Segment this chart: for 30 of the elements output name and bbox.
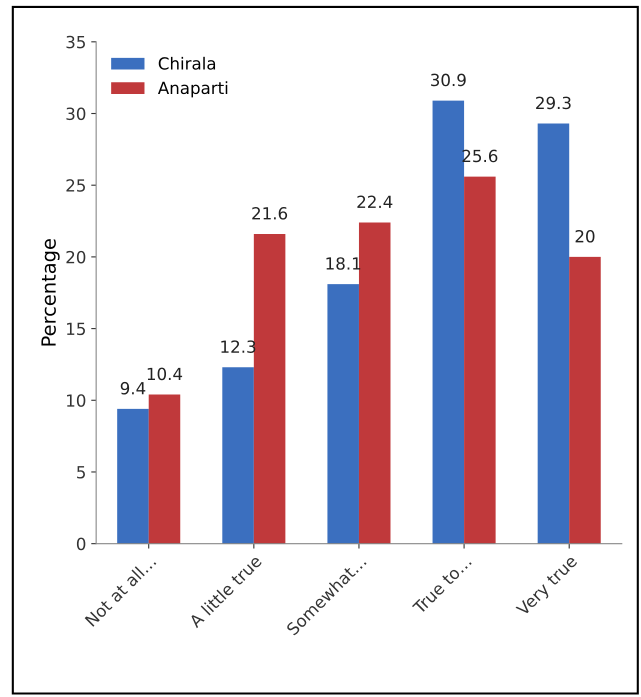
bar xyxy=(327,284,359,544)
data-label: 29.3 xyxy=(536,96,571,110)
y-axis-title: Percentage xyxy=(41,239,60,346)
x-tick-label: True to… xyxy=(412,555,472,615)
data-label: 21.6 xyxy=(252,207,288,220)
y-tick-label: 15 xyxy=(67,322,85,336)
bar xyxy=(464,176,496,544)
y-tick-label: 20 xyxy=(66,250,86,264)
y-tick-label: 10 xyxy=(67,394,86,407)
bar xyxy=(569,256,601,544)
bar xyxy=(538,124,570,544)
y-tick-label: 35 xyxy=(66,36,85,48)
bar xyxy=(432,100,464,544)
data-label: 9.4 xyxy=(120,382,146,395)
y-tick-label: 5 xyxy=(77,466,85,479)
y-tick-label: 30 xyxy=(66,107,86,120)
bar xyxy=(148,394,180,544)
bar xyxy=(222,367,254,544)
bar xyxy=(358,222,390,544)
bar xyxy=(117,408,149,544)
bar xyxy=(254,234,286,544)
data-label: 30.9 xyxy=(431,74,466,86)
legend-label: Anaparti xyxy=(158,81,228,98)
x-tick-label: Not at all… xyxy=(84,554,156,627)
data-label: 20 xyxy=(576,230,594,243)
data-label: 22.4 xyxy=(357,196,392,208)
data-label: 10.4 xyxy=(148,368,182,380)
y-tick-label: 0 xyxy=(76,538,86,550)
legend-label: Chirala xyxy=(158,56,216,70)
y-tick-label: 25 xyxy=(66,179,85,192)
